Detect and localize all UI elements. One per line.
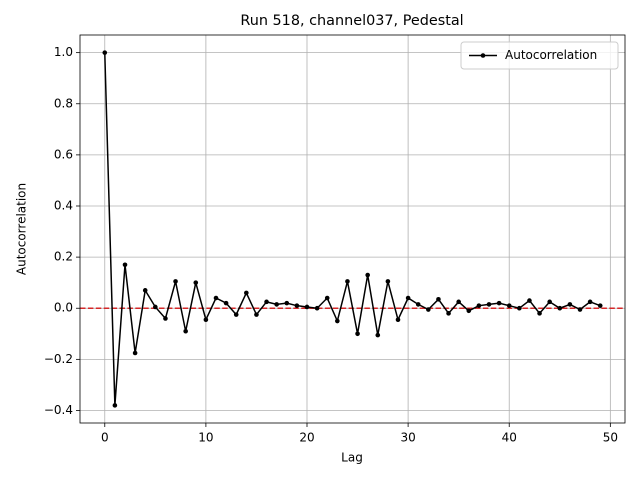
x-tick-label: 50 [603,431,618,445]
x-tick-label: 40 [502,431,517,445]
x-tick-label: 30 [400,431,415,445]
chart-title: Run 518, channel037, Pedestal [240,13,463,29]
data-point [173,279,178,284]
data-point [213,295,219,301]
data-point [587,299,593,305]
data-point [122,262,128,268]
data-point [446,311,451,316]
y-tick-label: 0.6 [54,147,73,161]
data-point [537,311,542,316]
data-point [254,312,259,317]
legend-label: Autocorrelation [505,48,597,62]
data-point [112,403,118,408]
data-point [365,272,370,278]
data-point [375,332,381,338]
x-tick-label: 10 [198,431,213,445]
data-point [142,288,148,293]
data-point [294,303,300,308]
data-point [102,50,108,55]
data-point [223,300,229,306]
data-point [324,295,330,301]
x-tick-label: 0 [101,431,109,445]
data-point [244,290,249,296]
data-point [476,303,482,308]
data-point [496,300,502,306]
data-point [436,296,441,302]
data-point [547,299,552,305]
data-point [405,295,411,301]
data-point [557,305,563,311]
data-point [456,299,461,305]
data-point [527,298,532,303]
data-point [577,307,583,312]
legend: Autocorrelation [460,41,619,70]
data-point [132,350,138,356]
data-point [395,317,401,323]
data-point [466,308,472,314]
data-point [203,317,209,323]
data-point [415,302,421,307]
y-tick-label: 0.4 [54,198,73,212]
data-point [284,300,290,306]
data-point [355,331,360,337]
y-tick-label: −0.2 [44,352,73,366]
data-point [517,305,522,311]
data-point [314,305,320,311]
data-point [486,302,492,307]
data-point [426,307,431,312]
data-point [163,316,168,321]
legend-box [460,41,619,70]
x-axis-label: Lag [341,451,363,465]
data-point [274,302,279,307]
legend-marker [480,53,486,58]
y-tick-label: 0.8 [54,96,73,110]
y-tick-label: 0.2 [54,250,73,264]
y-tick-label: 0.0 [54,301,73,315]
x-tick-label: 20 [299,431,314,445]
data-point [304,304,310,310]
data-point [567,302,573,307]
y-tick-label: 1.0 [54,45,73,59]
y-axis-label: Autocorrelation [15,183,29,275]
data-point [385,279,391,284]
data-point [183,328,188,334]
data-point [153,304,158,310]
data-point [345,279,350,284]
data-point [233,312,239,317]
y-tick-label: −0.4 [44,403,73,417]
data-line [104,52,601,406]
data-point [597,303,603,308]
data-point [335,318,340,324]
data-point [264,299,269,305]
plot-frame [79,34,626,424]
data-point [193,280,199,285]
data-point [506,303,512,308]
